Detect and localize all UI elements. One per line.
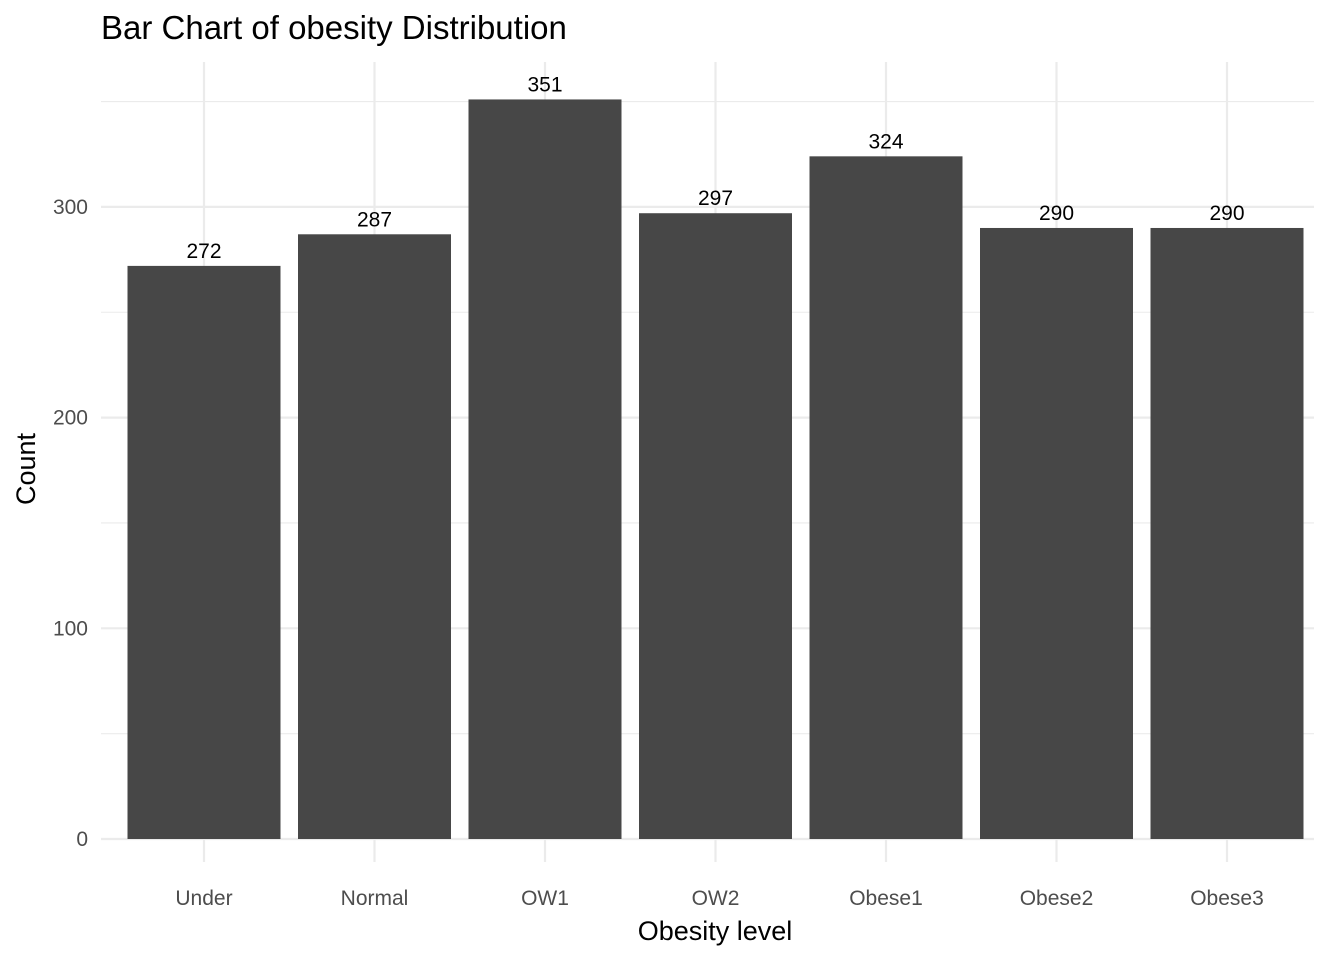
y-tick-label: 300 xyxy=(53,196,88,219)
chart-title: Bar Chart of obesity Distribution xyxy=(101,9,567,46)
bar-obese3 xyxy=(1150,227,1304,840)
bar-ow2 xyxy=(639,213,792,839)
x-tick-label: Under xyxy=(175,887,232,910)
x-tick-label: Obese1 xyxy=(849,887,923,910)
data-label: 351 xyxy=(527,73,562,96)
bar-obese2 xyxy=(980,227,1133,840)
y-tick-label: 200 xyxy=(53,407,88,430)
y-axis-ticks: 0 100 200 300 xyxy=(53,196,88,851)
y-axis-title: Count xyxy=(11,432,41,505)
data-label: 287 xyxy=(357,208,392,231)
bar-normal xyxy=(298,234,451,839)
bars xyxy=(127,99,1304,840)
bar-under xyxy=(127,265,281,839)
data-label: 290 xyxy=(1039,202,1074,225)
x-tick-label: Obese2 xyxy=(1020,887,1094,910)
x-tick-label: Normal xyxy=(341,887,409,910)
x-axis-title: Obesity level xyxy=(638,916,793,946)
x-tick-label: OW2 xyxy=(692,887,740,910)
data-label: 297 xyxy=(698,187,733,210)
data-label: 324 xyxy=(868,130,903,153)
bar-obese1 xyxy=(809,156,963,839)
x-tick-label: OW1 xyxy=(521,887,569,910)
data-label: 272 xyxy=(186,240,221,263)
x-axis-ticks: Under Normal OW1 OW2 Obese1 Obese2 Obese3 xyxy=(175,887,1263,910)
y-tick-label: 0 xyxy=(76,828,88,851)
bar-ow1 xyxy=(468,99,622,840)
x-tick-label: Obese3 xyxy=(1190,887,1264,910)
data-labels: 272 287 351 297 324 290 290 xyxy=(186,73,1244,262)
data-label: 290 xyxy=(1209,202,1244,225)
y-tick-label: 100 xyxy=(53,617,88,640)
